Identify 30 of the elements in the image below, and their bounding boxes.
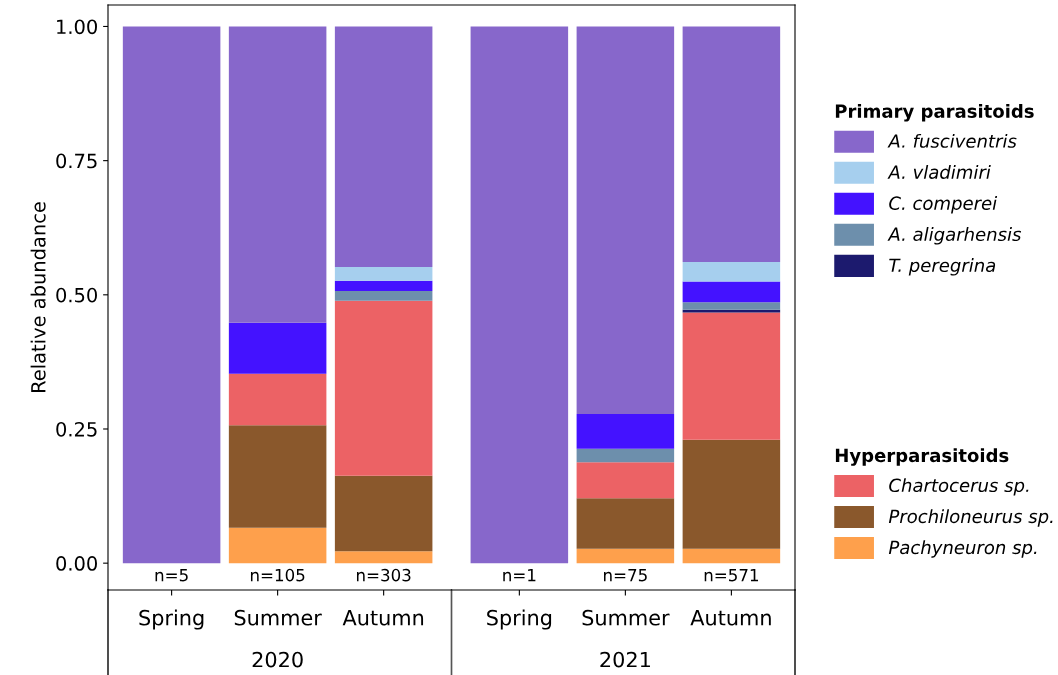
annotation: n=303 <box>356 568 411 582</box>
legend-label: A. vladimiri <box>887 164 991 179</box>
annotation: n=105 <box>250 568 305 582</box>
y-tick-label: 0.00 <box>56 556 97 571</box>
legend-label: C. comperei <box>889 196 998 214</box>
annotation: n=1 <box>503 569 536 582</box>
y-axis-title: Relative abundance <box>30 202 46 392</box>
legend-label: Pachyneuron sp. <box>888 540 1037 558</box>
legend-label: A. aligarhensis <box>887 227 1022 245</box>
text: Hyperparasitoids <box>835 448 1009 466</box>
x-tick-label: Autumn <box>690 610 771 626</box>
x-tick-label: Spring <box>139 609 204 630</box>
legend-label: Chartocerus sp. <box>889 478 1029 496</box>
annotation: n=571 <box>704 569 759 582</box>
text: Primary parasitoids <box>835 104 1034 122</box>
x-tick-label: Autumn <box>342 610 424 626</box>
y-tick-label: 0.75 <box>56 153 97 169</box>
text: 2021 <box>600 651 650 668</box>
legend-label: T. peregrina <box>889 258 996 276</box>
y-tick-label: 0.25 <box>56 421 97 437</box>
text: 2020 <box>252 651 303 668</box>
legend-label: Prochiloneurus sp. <box>888 509 1053 527</box>
y-tick-label: 0.50 <box>56 287 97 303</box>
x-tick-label: Summer <box>234 609 322 626</box>
x-tick-label: Summer <box>582 609 670 626</box>
annotation: n=5 <box>155 569 188 582</box>
legend-label: A. fusciventris <box>887 133 1017 148</box>
y-tick-label: 1.00 <box>57 19 97 35</box>
x-tick-label: Spring <box>487 609 552 630</box>
annotation: n=75 <box>604 569 647 582</box>
